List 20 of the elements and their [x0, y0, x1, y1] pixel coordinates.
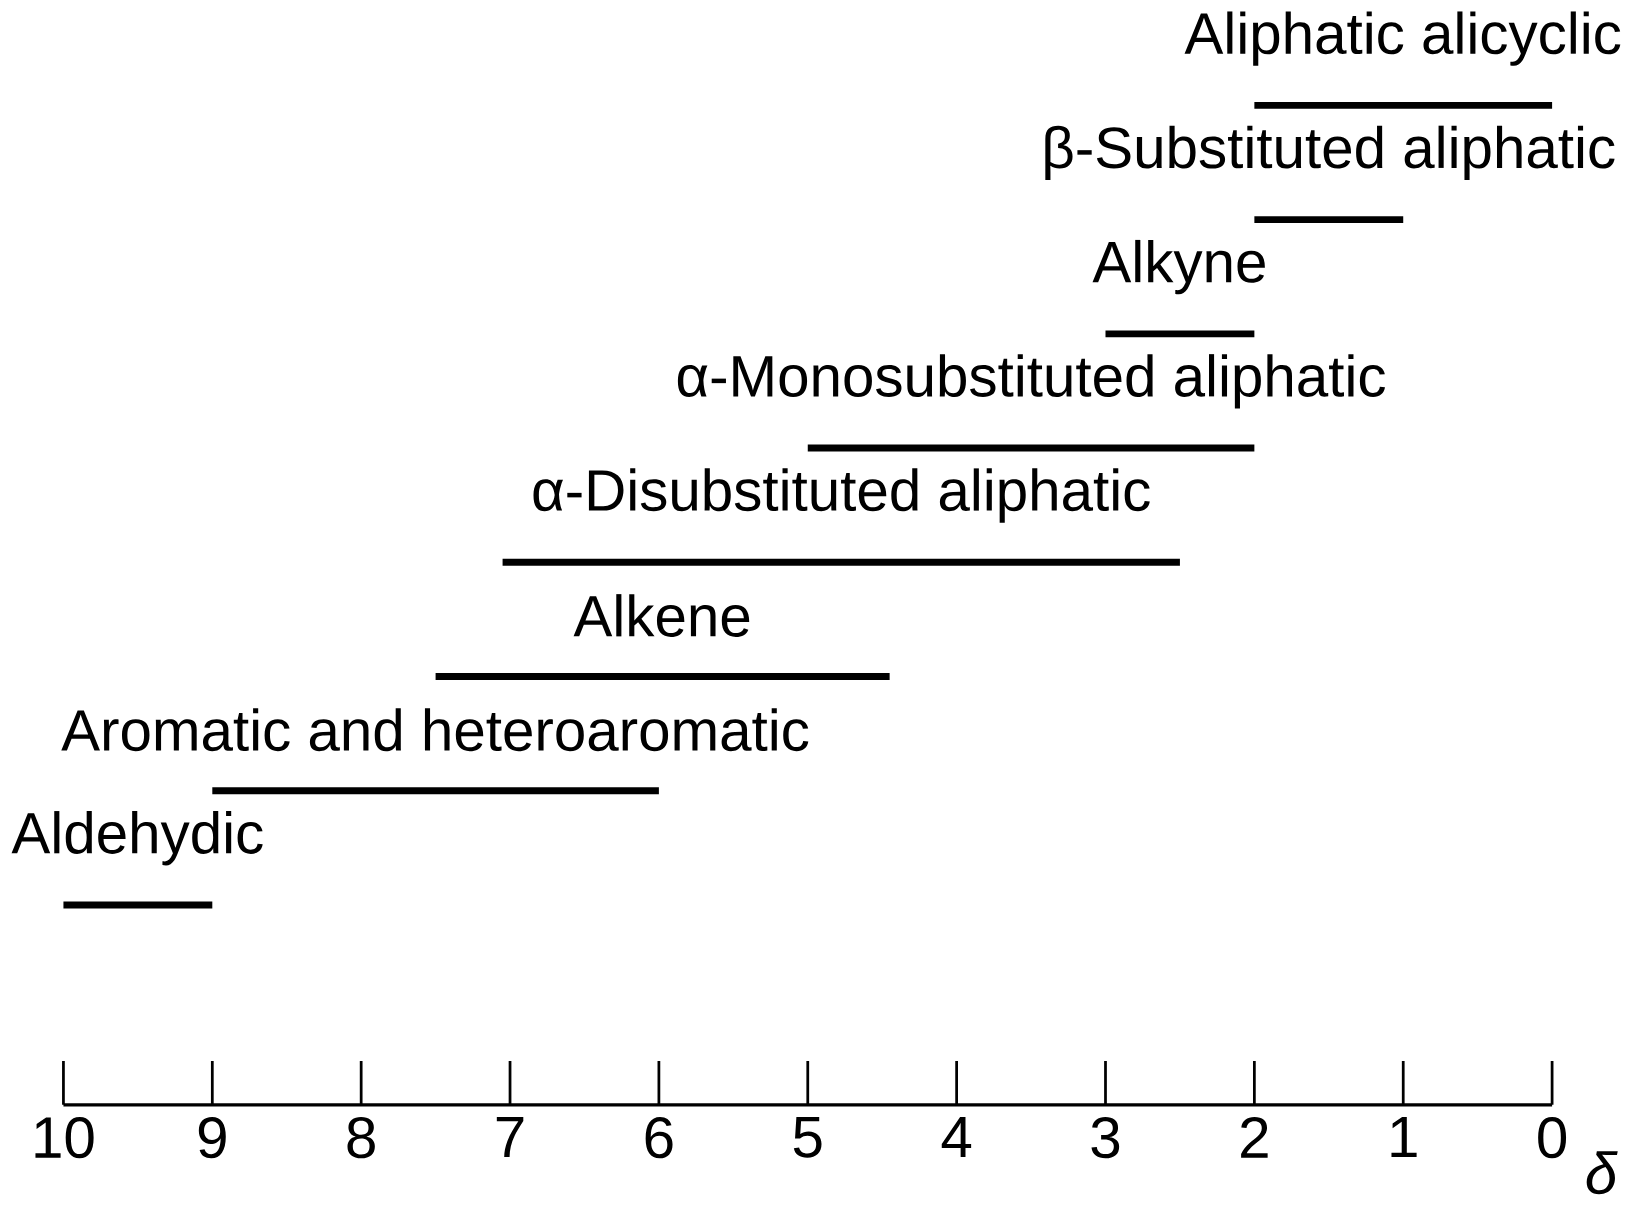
- x-tick-label: 8: [347, 1117, 375, 1159]
- x-tick-label: 4: [941, 1117, 972, 1158]
- x-tick-label: 9: [198, 1117, 226, 1159]
- y-tick-label: Aliphatic alicyclic: [1184, 11, 1621, 67]
- y-tick-label: Aromatic and heteroaromatic: [61, 708, 809, 752]
- y-tick-label: Alkyne: [1092, 240, 1265, 295]
- x-tick-label: 0: [1538, 1117, 1567, 1159]
- x-tick-label: 7: [496, 1117, 524, 1158]
- x-tick-label: 5: [793, 1117, 822, 1158]
- x-tick-label: 10: [35, 1117, 94, 1159]
- y-tick-label: Alkene: [573, 594, 750, 638]
- x-tick-label: 2: [1241, 1117, 1268, 1158]
- x-tick-label: 6: [645, 1117, 673, 1159]
- y-tick-label: Aldehydic: [11, 811, 263, 866]
- x-tick-label: 1: [1391, 1117, 1417, 1158]
- y-tick-label: α-Disubstituted aliphatic: [533, 468, 1150, 523]
- x-axis-title: δ: [1586, 1151, 1618, 1195]
- y-tick-label: α-Monosubstituted aliphatic: [677, 354, 1385, 409]
- y-tick-label: β-Substituted aliphatic: [1045, 125, 1615, 181]
- x-tick-label: 3: [1091, 1117, 1120, 1159]
